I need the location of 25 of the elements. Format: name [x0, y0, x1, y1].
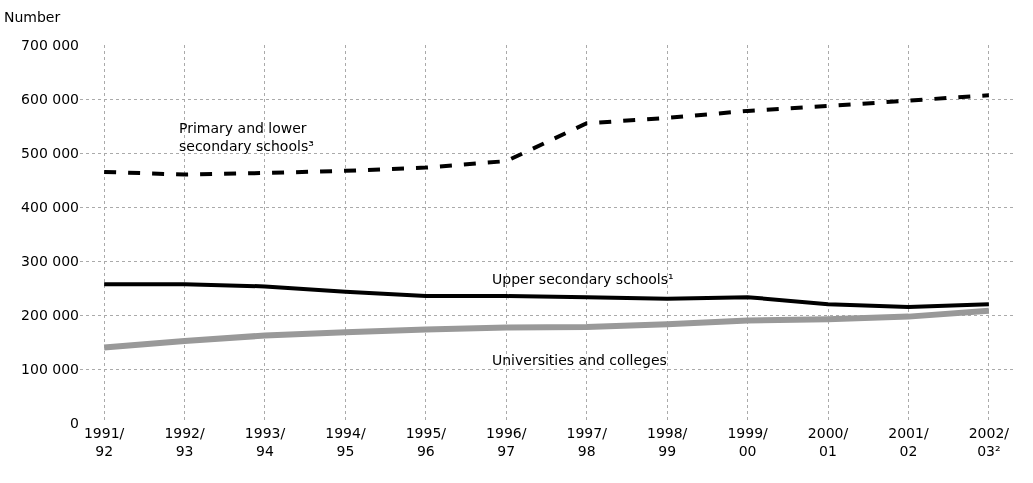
y-tick-label: 400 000 [21, 198, 79, 215]
x-tick-label: 1995/96 [405, 425, 447, 460]
y-tick-label: 0 [70, 414, 79, 431]
x-tick-label: 1993/94 [244, 425, 286, 460]
y-tick-label: 200 000 [21, 306, 79, 323]
y-tick-label: 600 000 [21, 90, 79, 107]
x-tick-label: 2001/02 [888, 425, 929, 460]
series-label: Primary and lower secondary schools³ [179, 120, 314, 155]
x-tick-label: 2000/01 [807, 425, 849, 460]
line-series [102, 93, 991, 177]
x-tick-label: 1998/99 [646, 425, 688, 460]
x-tick-label: 1997/98 [566, 425, 608, 460]
x-tick-label: 1991/92 [83, 425, 125, 460]
x-tick-label: 1999/00 [727, 425, 769, 460]
x-tick-label: 1996/97 [486, 425, 527, 460]
x-tick-label: 1994/95 [325, 425, 366, 460]
series-label: Universities and colleges [492, 352, 667, 368]
series-label: Upper secondary schools¹ [492, 271, 674, 287]
y-tick-label: 300 000 [21, 252, 79, 269]
y-tick-label: 500 000 [21, 144, 79, 161]
x-tick-label: 1992/93 [164, 425, 206, 460]
y-axis-title: Number [4, 9, 61, 25]
x-tick-label: 2002/03² [968, 425, 1010, 460]
y-tick-label: 700 000 [21, 36, 79, 53]
y-tick-label: 100 000 [21, 360, 79, 377]
